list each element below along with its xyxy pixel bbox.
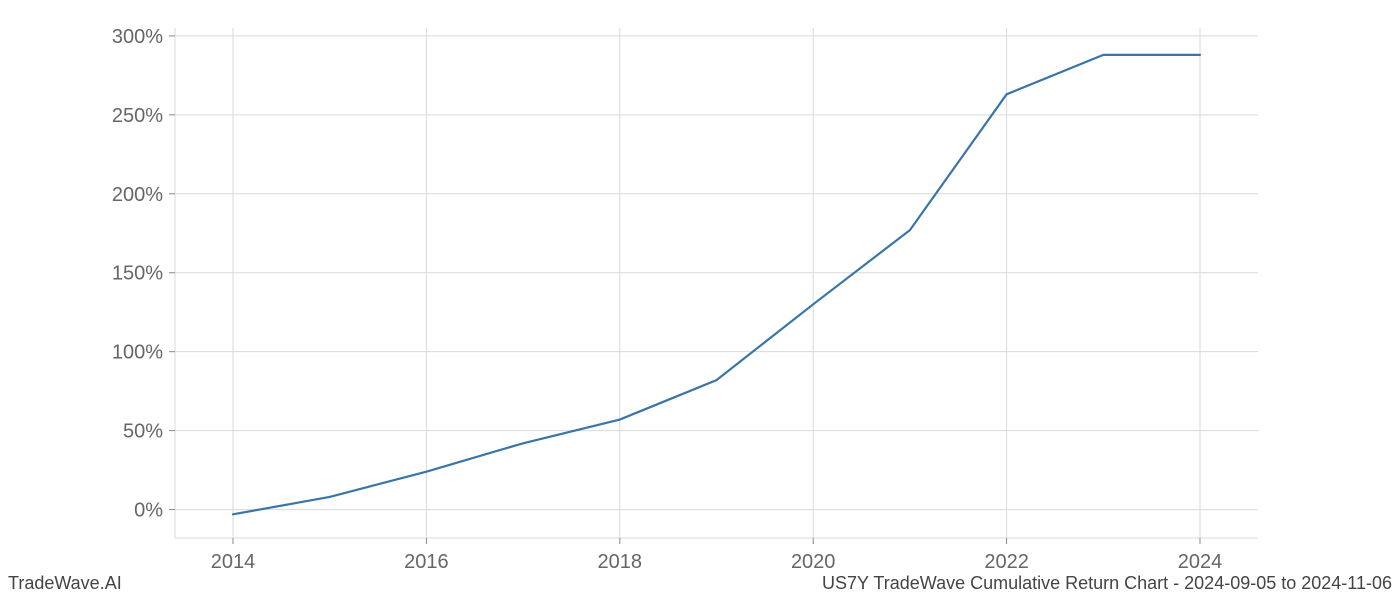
x-tick-label: 2022 <box>984 551 1029 573</box>
y-tick-label: 0% <box>134 500 163 522</box>
footer-caption: US7Y TradeWave Cumulative Return Chart -… <box>822 573 1392 594</box>
y-tick-label: 300% <box>112 26 163 48</box>
y-tick-label: 100% <box>112 342 163 364</box>
footer-brand: TradeWave.AI <box>8 573 122 594</box>
x-tick-label: 2014 <box>211 551 256 573</box>
x-tick-label: 2020 <box>791 551 836 573</box>
x-tick-label: 2018 <box>598 551 643 573</box>
chart-container: 2014 2016 2018 2020 2022 2024 0% 50% 100% 150% 200… <box>0 0 1400 600</box>
y-tick-label: 200% <box>112 184 163 206</box>
data-line <box>233 55 1200 514</box>
x-tick-label: 2016 <box>404 551 449 573</box>
y-tick-label: 250% <box>112 105 163 127</box>
y-tick-label: 150% <box>112 263 163 285</box>
x-tick-label: 2024 <box>1178 551 1223 573</box>
y-tick-label: 50% <box>123 421 163 443</box>
line-chart: 2014 2016 2018 2020 2022 2024 0% 50% 100% 150% 200… <box>0 0 1400 600</box>
